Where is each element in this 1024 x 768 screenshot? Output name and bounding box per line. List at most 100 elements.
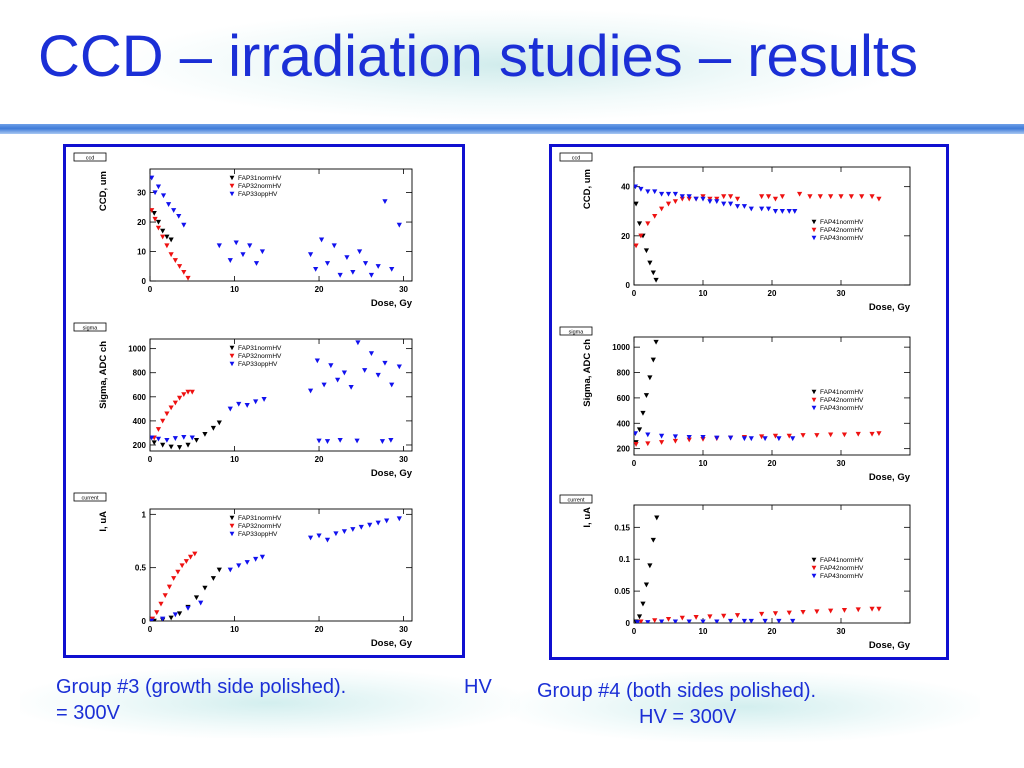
chart-ccd-3: ccd 0 10 20 30 0 20 40 Dose, Gy CCD, um FAP41normH… [559, 152, 911, 313]
data-point-FAP42normHV [721, 194, 727, 200]
data-point-FAP33oppHV [316, 533, 322, 539]
x-tick-label: 10 [230, 625, 239, 634]
data-point-FAP43normHV [672, 619, 678, 623]
data-point-FAP31normHV [216, 567, 222, 573]
y-tick-label: 10 [137, 248, 146, 257]
x-tick-label: 20 [768, 627, 777, 636]
data-point-FAP33oppHV [160, 616, 166, 621]
y-tick-label: 1 [142, 510, 147, 519]
y-tick-label: 0 [142, 277, 147, 286]
data-point-FAP33oppHV [172, 436, 178, 441]
data-point-FAP32normHV [179, 563, 185, 569]
data-point-FAP32normHV [185, 275, 191, 281]
data-point-FAP32normHV [155, 225, 162, 231]
data-point-FAP32normHV [155, 427, 162, 432]
data-point-FAP33oppHV [355, 340, 361, 346]
data-point-FAP42normHV [797, 191, 803, 197]
data-point-FAP42normHV [665, 201, 672, 207]
x-tick-label: 30 [399, 285, 408, 294]
data-point-FAP41normHV [653, 339, 659, 345]
chart-tag: ccd [86, 155, 95, 161]
data-point-FAP33oppHV [216, 243, 222, 249]
data-point-FAP43normHV [672, 191, 678, 197]
data-point-FAP42normHV [707, 196, 713, 202]
data-point-FAP33oppHV [150, 175, 155, 181]
data-point-FAP33oppHV [316, 438, 322, 444]
data-points [634, 515, 882, 623]
data-point-FAP42normHV [707, 614, 713, 620]
data-point-FAP31normHV [168, 444, 174, 450]
data-point-FAP42normHV [659, 440, 665, 445]
data-point-FAP32normHV [160, 234, 166, 240]
y-axis-label: I, uA [98, 511, 109, 532]
x-tick-label: 0 [148, 285, 153, 294]
data-point-FAP42normHV [772, 196, 779, 202]
data-point-FAP42normHV [765, 194, 772, 200]
group4-caption: Group #4 (both sides polished). HV = 300… [537, 678, 977, 730]
title-glow [120, 10, 900, 120]
data-point-FAP33oppHV [181, 434, 187, 440]
x-axis-label: Dose, Gy [869, 302, 911, 313]
data-point-FAP43normHV [728, 618, 734, 623]
data-point-FAP43normHV [728, 201, 734, 207]
data-point-FAP31normHV [176, 611, 183, 617]
legend-marker [811, 405, 817, 411]
group4-caption-text: Group #4 (both sides polished). [537, 680, 817, 702]
data-point-FAP33oppHV [164, 437, 170, 443]
data-point-FAP33oppHV [358, 524, 364, 530]
data-point-FAP33oppHV [253, 261, 260, 266]
data-points [150, 516, 402, 621]
x-axis-label: Dose, Gy [371, 638, 413, 649]
y-axis-label: Sigma, ADC ch [582, 339, 593, 407]
data-point-FAP42normHV [652, 213, 658, 219]
data-point-FAP42normHV [869, 194, 875, 200]
y-axis-label: Sigma, ADC ch [98, 341, 109, 409]
data-point-FAP33oppHV [368, 351, 375, 357]
data-point-FAP42normHV [838, 194, 844, 200]
legend-label: FAP43normHV [820, 573, 864, 580]
x-tick-label: 0 [632, 627, 637, 636]
chart-tag-box [73, 492, 107, 502]
legend-label: FAP31normHV [238, 515, 282, 522]
x-tick-label: 0 [148, 455, 153, 464]
data-point-FAP32normHV [162, 593, 168, 598]
data-point-FAP33oppHV [354, 438, 360, 444]
legend-marker [229, 515, 235, 521]
data-point-FAP32normHV [168, 252, 174, 258]
data-point-FAP32normHV [164, 411, 170, 417]
data-point-FAP33oppHV [362, 368, 368, 373]
data-point-FAP33oppHV [328, 363, 334, 369]
x-tick-label: 20 [315, 285, 324, 294]
x-tick-label: 10 [699, 627, 708, 636]
legend-marker [229, 361, 235, 367]
y-tick-label: 0.5 [135, 564, 147, 573]
data-point-FAP43normHV [634, 184, 638, 190]
data-point-FAP42normHV [786, 610, 792, 616]
data-point-FAP42normHV [659, 206, 665, 212]
data-point-FAP43normHV [700, 619, 706, 623]
legend-marker [811, 235, 817, 241]
legend-label: FAP42normHV [820, 565, 864, 572]
data-point-FAP33oppHV [171, 208, 177, 213]
data-point-FAP32normHV [166, 584, 173, 590]
data-point-FAP31normHV [155, 219, 162, 225]
y-tick-label: 0 [626, 619, 631, 628]
y-tick-label: 800 [133, 369, 147, 378]
y-tick-label: 200 [617, 445, 631, 454]
data-point-FAP43normHV [659, 433, 665, 439]
data-point-FAP42normHV [734, 196, 741, 202]
data-point-FAP31normHV [202, 585, 208, 591]
plot-frame [633, 166, 911, 286]
group3-caption: Group #3 (growth side polished). HV = 30… [56, 674, 516, 726]
data-point-FAP31normHV [168, 615, 174, 621]
chart-current-2: current 0 10 20 30 0 0.5 1 Dose, Gy I, uA FAP31nor… [73, 492, 413, 649]
data-point-FAP43normHV [714, 199, 720, 205]
data-point-FAP42normHV [638, 233, 644, 239]
data-point-FAP31normHV [176, 445, 183, 450]
group3-chart-panel: ccd 0 10 20 30 0 10 20 30 Dose, Gy CCD, um FAP31nor… [63, 144, 465, 658]
data-point-FAP41normHV [643, 248, 650, 254]
data-point-FAP33oppHV [185, 606, 191, 611]
x-tick-label: 0 [632, 459, 637, 468]
data-point-FAP33oppHV [375, 264, 381, 269]
data-point-FAP42normHV [807, 194, 813, 200]
